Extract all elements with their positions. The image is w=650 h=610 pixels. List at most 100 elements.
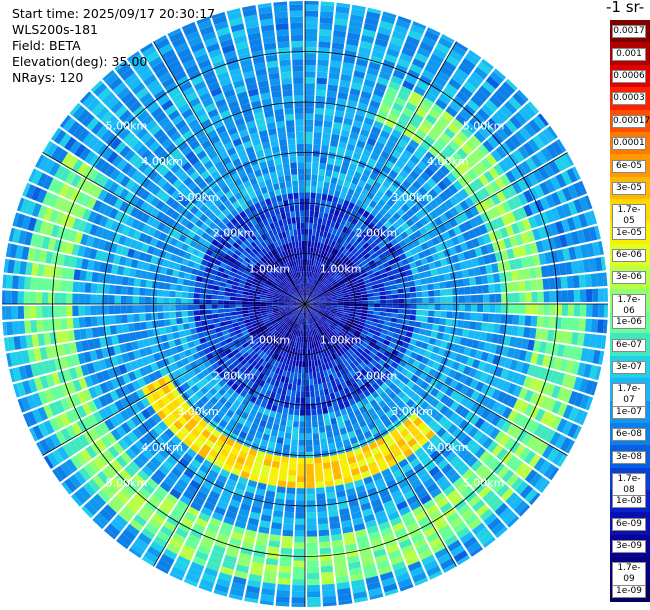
ppi-gate [518, 107, 532, 122]
ppi-gate [363, 117, 375, 126]
ppi-gate [352, 283, 360, 288]
ppi-gate [181, 291, 188, 298]
ppi-gate [368, 61, 381, 71]
ppi-gate [347, 32, 361, 41]
ppi-gate [306, 289, 308, 296]
ppi-gate [282, 529, 294, 537]
ppi-gate [309, 284, 313, 291]
ppi-gate [362, 242, 370, 250]
ppi-gate [561, 420, 574, 436]
ppi-gate [431, 275, 440, 283]
ppi-gate [478, 126, 491, 139]
ppi-gate [310, 247, 314, 254]
ppi-gate [343, 296, 350, 300]
ppi-gate [429, 408, 439, 419]
ppi-gate [459, 407, 470, 419]
ppi-gate [417, 421, 427, 432]
ppi-gate [455, 164, 467, 176]
ppi-gate [479, 450, 491, 463]
ppi-gate [230, 292, 237, 297]
ppi-gate [314, 113, 324, 121]
ppi-gate [326, 275, 333, 281]
ppi-gate [311, 293, 316, 299]
ppi-gate [350, 324, 358, 330]
ppi-gate [169, 311, 176, 319]
ppi-gate [338, 172, 347, 181]
ppi-gate [485, 374, 495, 386]
ppi-gate [284, 511, 295, 519]
ppi-gate [359, 344, 366, 351]
ppi-gate [449, 412, 460, 423]
ppi-gate [207, 278, 215, 285]
ppi-gate [392, 369, 401, 378]
ppi-gate [333, 249, 339, 256]
ppi-gate [469, 321, 477, 330]
ppi-gate [132, 296, 140, 304]
ppi-gate [388, 42, 402, 53]
ppi-gate [42, 278, 50, 291]
ppi-gate [406, 123, 418, 134]
ppi-gate [325, 305, 332, 307]
ppi-gate [364, 323, 371, 329]
ppi-gate [518, 387, 528, 400]
ppi-gate [307, 300, 314, 304]
ppi-gate [335, 153, 344, 161]
ppi-gate [241, 304, 249, 308]
ppi-gate [463, 81, 477, 94]
ppi-gate [54, 318, 62, 331]
ppi-gate [454, 244, 463, 254]
ppi-gate [382, 165, 392, 175]
ppi-gate [490, 414, 502, 427]
ppi-gate [36, 277, 44, 291]
ppi-gate [377, 264, 385, 271]
ppi-gate [54, 292, 61, 304]
ppi-gate [380, 354, 389, 362]
ppi-gate [474, 214, 484, 226]
ppi-gate [369, 277, 377, 283]
ppi-gate [566, 275, 574, 289]
ppi-gate [579, 394, 590, 410]
ppi-gate [317, 53, 330, 61]
ppi-gate [211, 299, 218, 304]
ppi-gate [412, 112, 424, 124]
ppi-gate [393, 344, 402, 352]
ppi-gate [546, 398, 557, 412]
ppi-gate [458, 295, 466, 303]
ppi-gate [115, 324, 123, 334]
ppi-gate [425, 430, 436, 441]
ppi-gate [281, 388, 287, 396]
ppi-gate [434, 310, 441, 318]
ppi-gate [305, 295, 308, 302]
ppi-gate [362, 168, 372, 178]
ppi-gate [527, 172, 539, 186]
ppi-gate [388, 326, 396, 333]
ppi-gate [360, 202, 369, 210]
ppi-gate [507, 304, 514, 314]
ppi-gate [566, 317, 574, 331]
ppi-gate [292, 572, 305, 580]
ppi-gate [494, 502, 509, 517]
ppi-gate [342, 326, 350, 332]
ppi-gate [458, 63, 473, 76]
ppi-gate [329, 60, 342, 68]
ppi-gate [325, 425, 332, 433]
ppi-gate [596, 272, 604, 287]
ppi-gate [478, 485, 492, 499]
ppi-gate [452, 287, 459, 296]
ppi-gate [343, 301, 350, 304]
ppi-gate [395, 323, 403, 330]
ppi-gate [306, 298, 312, 303]
ppi-gate [356, 338, 364, 345]
ppi-gate [319, 305, 326, 308]
ppi-gate [480, 408, 491, 420]
ppi-gate [212, 285, 220, 291]
ppi-gate [355, 243, 363, 251]
ppi-gate [175, 311, 182, 318]
ppi-gate [454, 41, 469, 52]
ppi-gate [352, 269, 360, 276]
ppi-gate [589, 334, 597, 348]
ppi-gate [377, 26, 392, 36]
ppi-gate [554, 277, 562, 290]
ppi-gate [531, 291, 538, 303]
ppi-gate [494, 430, 506, 443]
